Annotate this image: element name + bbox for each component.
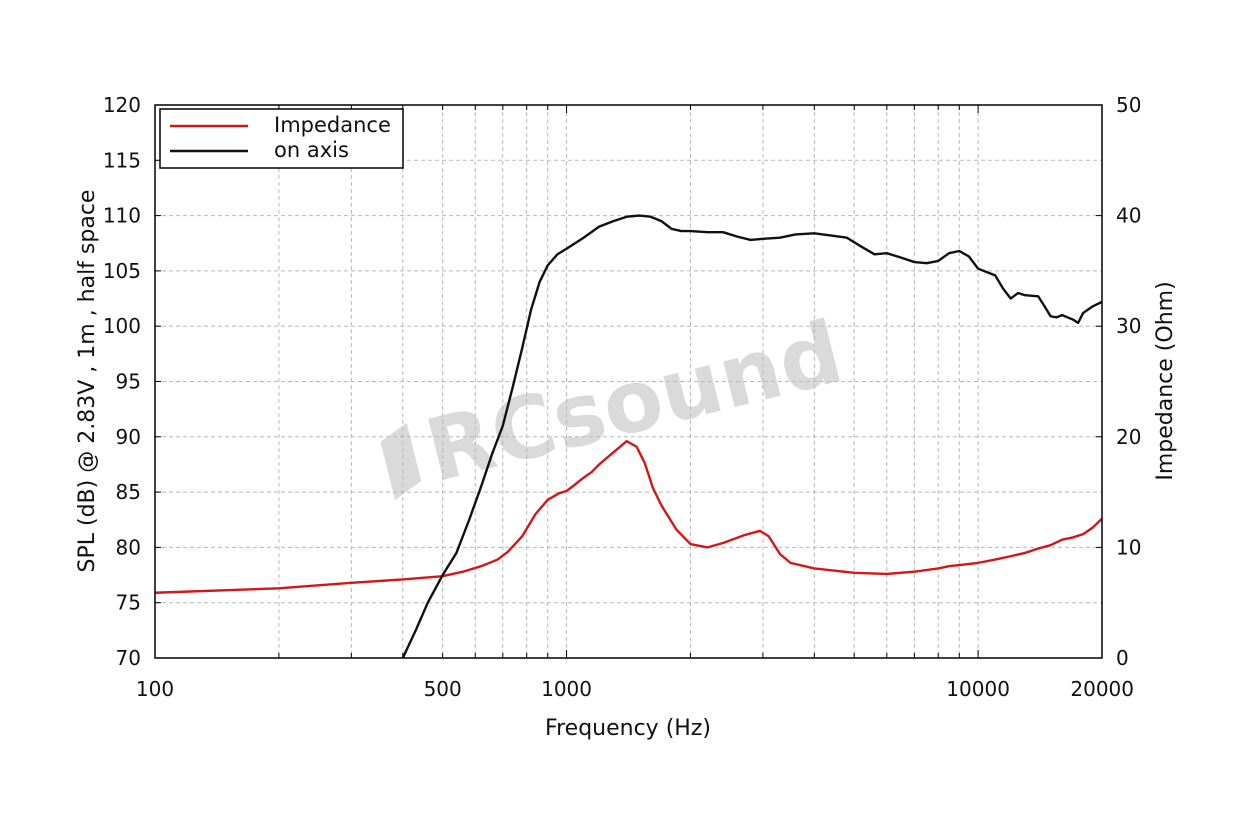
y2-tick-label: 40 <box>1116 204 1141 228</box>
legend-label-impedance: Impedance <box>274 113 391 137</box>
y-tick-label: 70 <box>116 646 141 670</box>
chart-ticks: 100 500 1000 10000 2000070758085909510010511… <box>103 93 1142 701</box>
legend-label-on-axis: on axis <box>274 138 349 162</box>
series-line-on-axis <box>401 214 1102 658</box>
chart-legend: Impedance on axis <box>159 108 404 169</box>
y-tick-label: 75 <box>116 591 141 615</box>
x-tick-label: 10000 <box>946 677 1010 701</box>
y2-tick-label: 50 <box>1116 93 1141 117</box>
y-tick-label: 95 <box>116 370 141 394</box>
x-axis-title: Frequency (Hz) <box>545 716 711 741</box>
y-tick-label: 100 <box>103 314 141 338</box>
chart-curves <box>155 214 1102 658</box>
x-tick-label: 500 <box>424 677 462 701</box>
y-tick-label: 120 <box>103 93 141 117</box>
y2-tick-label: 20 <box>1116 425 1141 449</box>
y2-tick-label: 30 <box>1116 314 1141 338</box>
y-tick-label: 105 <box>103 259 141 283</box>
y-tick-label: 110 <box>103 204 141 228</box>
y2-axis-title: Impedance (Ohm) <box>1153 281 1178 480</box>
chart-grid <box>155 105 1102 658</box>
x-tick-label: 20000 <box>1070 677 1134 701</box>
x-tick-label: 100 <box>136 677 174 701</box>
x-tick-label: 1000 <box>541 677 592 701</box>
series-line-impedance <box>155 440 1102 594</box>
watermark-logo-mark <box>380 422 422 500</box>
y-tick-label: 85 <box>116 480 141 504</box>
y-tick-label: 80 <box>116 535 141 559</box>
y2-tick-label: 0 <box>1116 646 1129 670</box>
y-tick-label: 90 <box>116 425 141 449</box>
y-axis-title: SPL (dB) @ 2.83V , 1m , half space <box>75 190 100 573</box>
y-tick-label: 115 <box>103 148 141 172</box>
legend-box <box>159 108 404 169</box>
y2-tick-label: 10 <box>1116 535 1141 559</box>
